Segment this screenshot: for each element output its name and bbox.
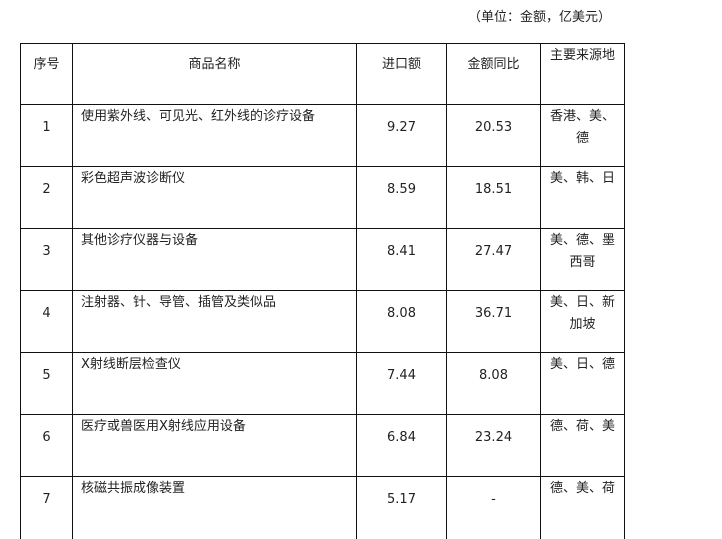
header-name: 商品名称 <box>72 43 357 105</box>
cell-no: 3 <box>20 228 73 291</box>
cell-no: 2 <box>20 166 73 229</box>
table-row: 2 彩色超声波诊断仪 8.59 18.51 美、韩、日 <box>20 166 625 229</box>
import-table: 序号 商品名称 进口额 金额同比 主要来源地 1 使用紫外线、可见光、红外线的诊疗… <box>20 43 625 539</box>
cell-name: 使用紫外线、可见光、红外线的诊疗设备 <box>72 104 357 167</box>
cell-source: 德、美、荷 <box>540 476 625 539</box>
header-no: 序号 <box>20 43 73 105</box>
cell-name: X射线断层检查仪 <box>72 352 357 415</box>
table-row: 3 其他诊疗仪器与设备 8.41 27.47 美、德、墨西哥 <box>20 228 625 291</box>
cell-name: 其他诊疗仪器与设备 <box>72 228 357 291</box>
cell-yoy: 23.24 <box>446 414 541 477</box>
cell-source: 德、荷、美 <box>540 414 625 477</box>
unit-note: （单位：金额，亿美元） <box>468 10 612 25</box>
cell-source: 香港、美、德 <box>540 104 625 167</box>
cell-no: 4 <box>20 290 73 353</box>
cell-source: 美、德、墨西哥 <box>540 228 625 291</box>
table-row: 1 使用紫外线、可见光、红外线的诊疗设备 9.27 20.53 香港、美、德 <box>20 104 625 167</box>
cell-import: 5.17 <box>356 476 447 539</box>
cell-import: 8.08 <box>356 290 447 353</box>
cell-no: 6 <box>20 414 73 477</box>
cell-yoy: 18.51 <box>446 166 541 229</box>
cell-import: 8.59 <box>356 166 447 229</box>
cell-import: 7.44 <box>356 352 447 415</box>
table-row: 4 注射器、针、导管、插管及类似品 8.08 36.71 美、日、新加坡 <box>20 290 625 353</box>
cell-source: 美、日、德 <box>540 352 625 415</box>
cell-yoy: 27.47 <box>446 228 541 291</box>
cell-import: 9.27 <box>356 104 447 167</box>
header-yoy: 金额同比 <box>446 43 541 105</box>
cell-import: 8.41 <box>356 228 447 291</box>
cell-source: 美、韩、日 <box>540 166 625 229</box>
cell-name: 注射器、针、导管、插管及类似品 <box>72 290 357 353</box>
cell-yoy: 8.08 <box>446 352 541 415</box>
table-row: 7 核磁共振成像装置 5.17- 德、美、荷 <box>20 476 625 539</box>
table-row: 6 医疗或兽医用X射线应用设备 6.84 23.24 德、荷、美 <box>20 414 625 477</box>
header-source: 主要来源地 <box>540 43 625 105</box>
cell-import: 6.84 <box>356 414 447 477</box>
header-import: 进口额 <box>356 43 447 105</box>
cell-no: 1 <box>20 104 73 167</box>
cell-yoy: 36.71 <box>446 290 541 353</box>
cell-no: 5 <box>20 352 73 415</box>
cell-name: 彩色超声波诊断仪 <box>72 166 357 229</box>
cell-yoy: 20.53 <box>446 104 541 167</box>
cell-name: 核磁共振成像装置 <box>72 476 357 539</box>
cell-yoy: - <box>446 476 541 539</box>
table-header-row: 序号 商品名称 进口额 金额同比 主要来源地 <box>20 43 625 105</box>
table-row: 5 X射线断层检查仪 7.44 8.08 美、日、德 <box>20 352 625 415</box>
cell-name: 医疗或兽医用X射线应用设备 <box>72 414 357 477</box>
cell-source: 美、日、新加坡 <box>540 290 625 353</box>
cell-no: 7 <box>20 476 73 539</box>
